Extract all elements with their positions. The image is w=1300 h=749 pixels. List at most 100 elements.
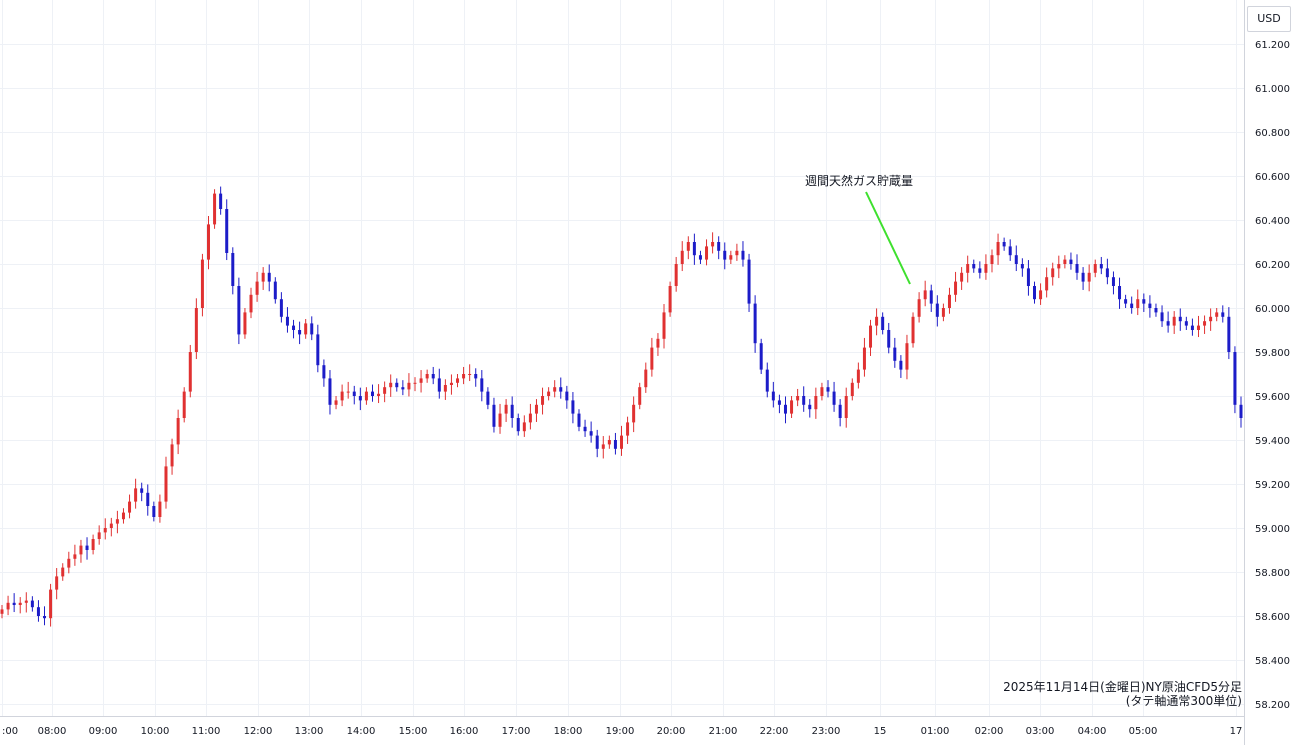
y-tick-label: 58.600	[1255, 612, 1290, 623]
candle-body	[334, 400, 338, 405]
candles	[0, 186, 1243, 627]
candle-body	[255, 281, 259, 295]
candle-body	[322, 365, 326, 379]
candle-body	[765, 369, 769, 392]
candle-body	[947, 294, 951, 308]
candle-body	[298, 330, 302, 335]
candle-body	[30, 600, 34, 608]
candle-body	[24, 600, 28, 603]
candle-body	[541, 396, 545, 405]
candle-body	[644, 369, 648, 388]
candle-body	[310, 323, 314, 335]
candle-body	[1002, 242, 1006, 247]
candle-body	[0, 609, 4, 614]
candle-body	[480, 378, 484, 392]
candle-body	[413, 382, 417, 384]
currency-badge[interactable]: USD	[1247, 6, 1291, 32]
candle-body	[832, 391, 836, 405]
candle-body	[146, 492, 150, 506]
candle-body	[1148, 303, 1152, 308]
candle-body	[504, 404, 508, 414]
candle-body	[340, 391, 344, 401]
candle-body	[595, 435, 599, 449]
annotation-label: 週間天然ガス貯蔵量	[805, 173, 913, 188]
y-tick-label: 58.200	[1255, 700, 1290, 711]
candle-body	[36, 607, 40, 616]
candle-body	[1051, 268, 1055, 278]
candle-body	[128, 501, 132, 513]
candle-body	[1039, 290, 1043, 300]
candle-body	[856, 369, 860, 383]
candle-body	[929, 290, 933, 304]
candle-body	[711, 242, 715, 247]
candle-body	[267, 272, 271, 282]
candle-body	[1160, 312, 1164, 322]
candle-body	[1118, 286, 1122, 300]
candle-body	[723, 250, 727, 260]
x-tick-label: 18:00	[554, 726, 583, 737]
x-tick-label: 19:00	[606, 726, 635, 737]
x-tick-label: 17:00	[502, 726, 531, 737]
candle-body	[735, 250, 739, 256]
candle-body	[1008, 246, 1012, 256]
candle-body	[729, 255, 733, 260]
x-tick-label: 21:00	[709, 726, 738, 737]
candle-body	[990, 255, 994, 264]
candle-body	[692, 242, 696, 256]
x-tick-label: 02:00	[975, 726, 1004, 737]
candle-body	[553, 387, 557, 392]
candle-body	[917, 299, 921, 317]
candle-body	[67, 558, 71, 568]
candle-body	[462, 374, 466, 379]
y-tick-label: 60.600	[1255, 172, 1290, 183]
candle-body	[869, 325, 873, 348]
candle-body	[6, 602, 10, 610]
candle-body	[1069, 259, 1073, 264]
candle-body	[261, 272, 265, 282]
candle-body	[656, 338, 660, 348]
candle-body	[705, 246, 709, 260]
candle-body	[358, 396, 362, 401]
candle-body	[188, 352, 192, 392]
candle-body	[200, 259, 204, 308]
candle-body	[935, 303, 939, 317]
y-tick-label: 58.400	[1255, 656, 1290, 667]
candle-body	[213, 193, 217, 225]
candle-body	[1196, 325, 1200, 330]
candle-body	[820, 387, 824, 396]
candle-body	[1099, 264, 1103, 269]
candle-body	[431, 374, 435, 379]
candle-body	[1184, 321, 1188, 326]
candle-body	[783, 404, 787, 414]
candle-body	[850, 382, 854, 396]
time-axis[interactable]: :00 08:00 09:00 10:00 11:00 12:00 13:00 14:00 15…	[2, 726, 1242, 737]
candle-body	[875, 316, 879, 326]
candle-body	[97, 532, 101, 539]
candle-body	[304, 323, 308, 335]
candle-body	[613, 440, 617, 449]
chart-title: 2025年11月14日(金曜日)NY原油CFD5分足	[1003, 680, 1242, 694]
candle-body	[899, 360, 903, 370]
candle-body	[668, 286, 672, 313]
candle-body	[443, 385, 447, 392]
candle-body	[1063, 259, 1067, 264]
candle-body	[492, 404, 496, 427]
candle-body	[771, 391, 775, 401]
candle-body	[194, 308, 198, 352]
y-tick-label: 59.600	[1255, 392, 1290, 403]
candle-body	[516, 418, 520, 432]
candle-body	[620, 435, 623, 449]
candle-body	[377, 393, 381, 396]
price-axis[interactable]: 61.200 61.000 60.800 60.600 60.400 60.200 60.0…	[1255, 40, 1290, 711]
candle-body	[176, 418, 180, 445]
candle-body	[243, 312, 247, 335]
candle-body	[1154, 308, 1158, 313]
candle-body	[941, 308, 945, 317]
candle-body	[468, 374, 472, 375]
candle-body	[1172, 316, 1176, 326]
candle-body	[49, 589, 53, 619]
candle-body	[1239, 404, 1243, 418]
grid-lines	[0, 0, 1244, 716]
